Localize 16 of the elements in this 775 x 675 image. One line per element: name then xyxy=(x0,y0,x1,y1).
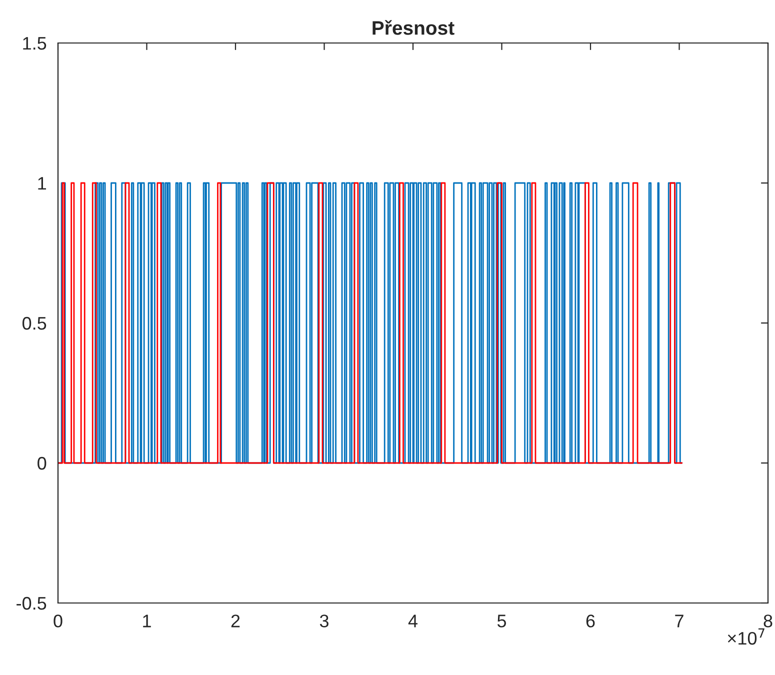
x-tick-label: 5 xyxy=(497,614,506,628)
x-tick-label: 2 xyxy=(231,614,240,628)
y-tick-label: 1.5 xyxy=(23,37,46,50)
x-tick-label: 4 xyxy=(408,614,418,628)
chart-title: Přesnost xyxy=(372,20,454,35)
x-tick-label: 1 xyxy=(143,614,151,628)
x-tick-label: 3 xyxy=(320,614,328,628)
x-tick-label: 7 xyxy=(675,614,684,628)
x-tick-label: 6 xyxy=(586,614,595,628)
x-tick-label: 8 xyxy=(764,614,772,628)
y-tick-label: 0.5 xyxy=(22,316,46,330)
y-tick-label: 1 xyxy=(38,177,46,190)
y-tick-label: -0.5 xyxy=(16,596,46,610)
text: ×10$^{7}$ xyxy=(728,628,764,645)
y-tick-label: 0 xyxy=(38,456,46,470)
x-tick-label: 0 xyxy=(54,614,62,628)
